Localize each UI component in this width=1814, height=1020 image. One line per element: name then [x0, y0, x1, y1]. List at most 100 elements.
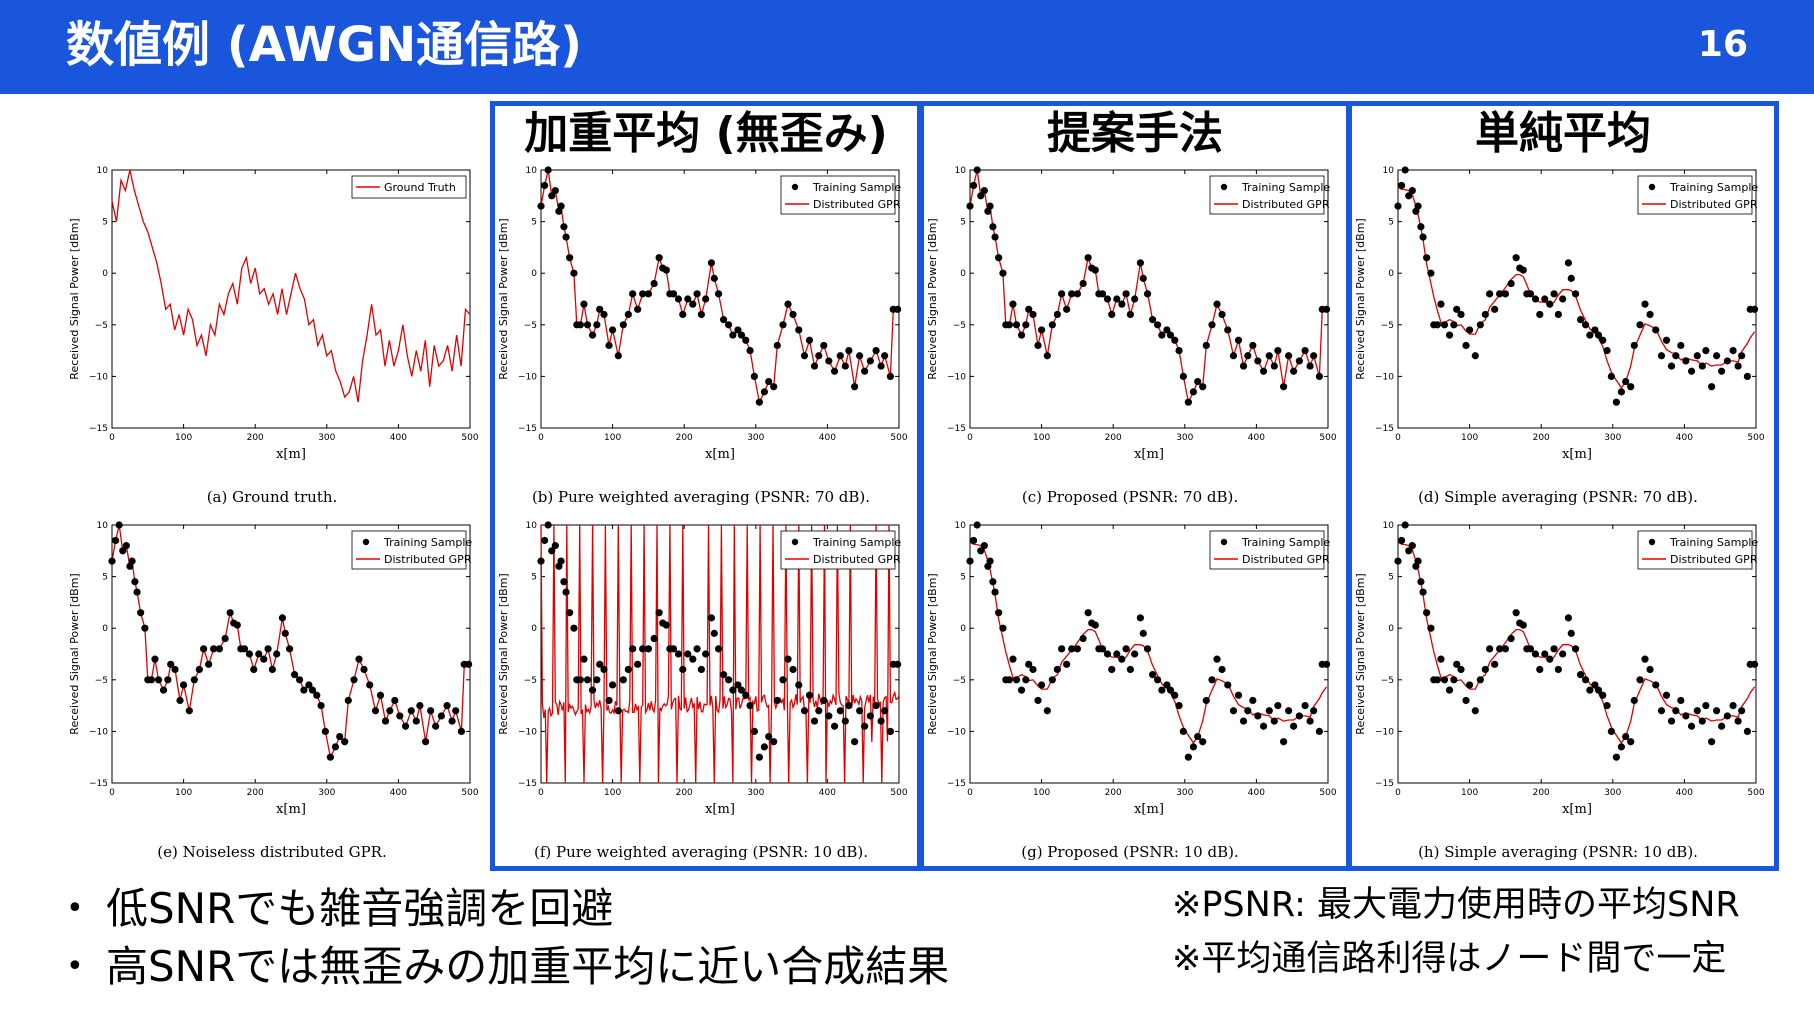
y-tick-label: 10: [526, 166, 538, 176]
y-tick-label: −15: [518, 779, 537, 789]
training-sample-point: [1586, 331, 1594, 339]
training-sample-point: [1546, 655, 1554, 663]
training-sample-point: [893, 660, 902, 668]
y-tick-label: 10: [955, 521, 967, 531]
y-axis-label: Received Signal Power [dBm]: [497, 218, 510, 379]
legend-label: Distributed GPR: [1242, 198, 1330, 211]
training-sample-point: [1423, 609, 1431, 617]
training-sample-point: [1290, 367, 1298, 375]
training-sample-point: [1453, 305, 1461, 313]
training-sample-point: [185, 707, 193, 715]
training-sample-point: [570, 269, 578, 277]
training-sample-point: [619, 676, 627, 684]
x-tick-label: 400: [1248, 433, 1265, 443]
training-sample-point: [331, 743, 339, 751]
training-sample-point: [1143, 290, 1152, 298]
plot-f: 0 100 200 300 400 500 10 5 0 −5 −10 −15 x[m] Received…: [495, 517, 908, 861]
plot-frame: [969, 169, 1329, 429]
training-sample-point: [1496, 290, 1504, 298]
y-tick-label: −5: [95, 676, 108, 686]
legend-marker: [791, 538, 799, 546]
y-tick-label: −15: [1375, 779, 1394, 789]
training-sample-point: [412, 717, 420, 725]
training-sample-point: [773, 696, 781, 705]
training-sample-point: [760, 743, 768, 751]
training-sample-point: [1636, 676, 1644, 684]
x-tick-label: 100: [1033, 433, 1050, 443]
training-sample-point: [644, 290, 652, 298]
training-sample-point: [966, 202, 974, 210]
training-sample-point: [662, 266, 670, 274]
training-sample-point: [255, 650, 263, 658]
x-tick-label: 100: [1033, 788, 1050, 798]
training-sample-point: [995, 609, 1003, 617]
training-sample-point: [233, 621, 241, 629]
training-sample-point: [650, 279, 658, 288]
training-sample-point: [1079, 279, 1087, 288]
training-sample-point: [639, 290, 647, 298]
x-axis-label: x[m]: [1134, 447, 1164, 462]
training-sample-point: [1466, 326, 1474, 334]
x-tick-label: 100: [604, 433, 621, 443]
training-sample-point: [544, 521, 552, 529]
training-sample-point: [1471, 352, 1479, 360]
legend-box: [1209, 175, 1325, 215]
training-sample-point: [1397, 536, 1406, 545]
x-tick-label: 200: [1533, 433, 1550, 443]
training-sample-point: [1657, 352, 1666, 360]
training-sample-point: [1009, 655, 1017, 663]
training-sample-point: [1073, 290, 1081, 298]
training-sample-point: [609, 326, 617, 334]
training-sample-point: [1486, 290, 1494, 298]
y-tick-label: 5: [960, 218, 966, 228]
training-sample-point: [1457, 310, 1465, 319]
plot-a: 0 100 200 300 400 500 10 5 0 −5 −10 −15 x[m] Received…: [66, 162, 479, 506]
x-tick-label: 400: [1676, 433, 1693, 443]
training-sample-point: [560, 578, 568, 586]
training-sample-point: [624, 665, 632, 674]
legend-label: Training Sample: [812, 181, 901, 194]
training-sample-point: [1249, 696, 1257, 705]
training-sample-point: [655, 254, 663, 262]
training-sample-point: [1285, 352, 1293, 360]
training-sample-point: [1202, 341, 1210, 350]
training-sample-point: [1501, 645, 1509, 653]
training-sample-point: [401, 722, 410, 730]
training-sample-point: [221, 634, 229, 643]
footnotes: ※PSNR: 最大電力使用時の平均SNR ※平均通信路利得はノード間で一定: [1172, 878, 1740, 986]
x-tick-label: 500: [890, 788, 907, 798]
plot-h: 0 100 200 300 400 500 10 5 0 −5 −10 −15 x[m] Received…: [1352, 517, 1765, 861]
y-tick-label: 5: [531, 218, 537, 228]
training-sample-point: [1677, 696, 1685, 705]
training-sample-point: [381, 717, 390, 725]
training-sample-point: [1622, 732, 1630, 741]
training-sample-point: [872, 347, 880, 355]
x-tick-label: 500: [890, 433, 907, 443]
x-axis-label: x[m]: [705, 447, 735, 462]
training-sample-point: [1526, 645, 1535, 653]
x-tick-label: 300: [1604, 788, 1621, 798]
training-sample-point: [443, 702, 451, 710]
training-sample-point: [1512, 254, 1520, 262]
training-sample-point: [1270, 362, 1278, 370]
training-sample-point: [1531, 295, 1540, 303]
training-sample-point: [624, 310, 632, 319]
bullet-text: 低SNRでも雑音強調を回避: [106, 884, 614, 933]
training-sample-point: [737, 686, 746, 694]
training-sample-point: [634, 305, 642, 313]
training-sample-point: [1218, 665, 1226, 674]
training-sample-point: [1599, 691, 1607, 699]
bullet-list: • 低SNRでも雑音強調を回避 • 高SNRでは無歪みの加重平均に近い合成結果: [66, 880, 949, 996]
training-sample-point: [360, 665, 368, 674]
training-sample-point: [295, 676, 304, 684]
training-sample-point: [180, 681, 188, 689]
training-sample-point: [1229, 707, 1238, 715]
training-sample-point: [1322, 660, 1331, 668]
training-sample-point: [1554, 665, 1562, 674]
training-sample-point: [583, 321, 592, 329]
training-sample-point: [841, 717, 849, 725]
training-sample-point: [609, 681, 617, 689]
training-sample-point: [1466, 681, 1474, 689]
training-sample-point: [1559, 650, 1567, 658]
y-tick-label: −10: [1375, 727, 1394, 737]
